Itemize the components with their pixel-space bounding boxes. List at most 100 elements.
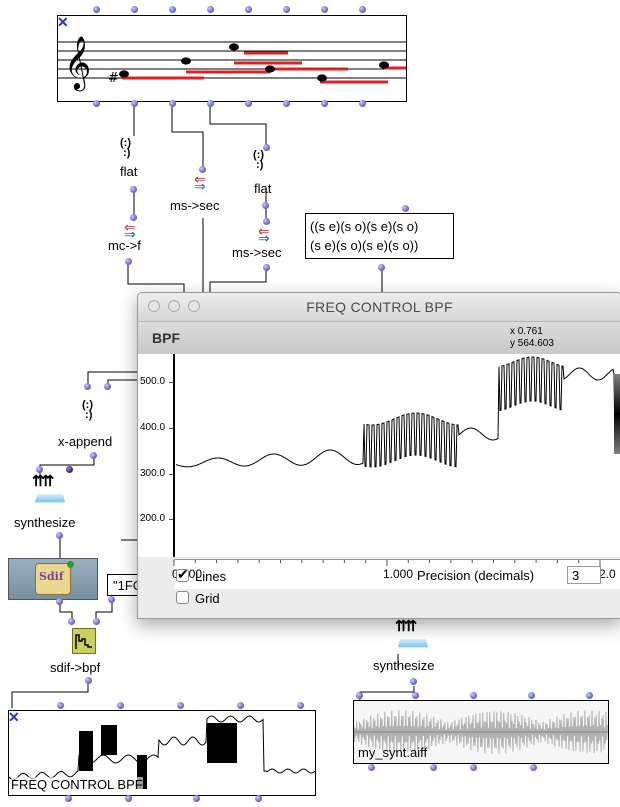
inlet[interactable]	[207, 6, 214, 13]
flat-icon[interactable]: (:) :)	[253, 149, 264, 171]
window-titlebar[interactable]: FREQ CONTROL BPF	[138, 293, 620, 322]
inlet[interactable]	[36, 466, 43, 473]
outlet[interactable]	[108, 596, 115, 603]
outlet[interactable]	[410, 678, 417, 685]
convert-arrows-icon[interactable]: ⇐ ⇒	[124, 219, 136, 242]
outlet[interactable]	[470, 764, 477, 771]
flat-box-label[interactable]: flat	[254, 181, 272, 196]
y-tick-label: 200.0	[140, 513, 166, 524]
inlet[interactable]	[321, 6, 328, 13]
inlet[interactable]	[66, 466, 73, 473]
outlet[interactable]	[131, 100, 138, 107]
mc-f-box-label[interactable]: mc->f	[108, 238, 141, 253]
lines-checkbox[interactable]: ✔	[176, 566, 189, 582]
inlet[interactable]	[199, 166, 206, 173]
minimize-window-button[interactable]	[168, 300, 180, 312]
outlet[interactable]	[85, 677, 92, 684]
inlet[interactable]	[237, 702, 244, 709]
ms-sec-box-label[interactable]: ms->sec	[170, 198, 220, 213]
synthesize-box-label[interactable]: synthesize	[373, 658, 435, 673]
inlet[interactable]	[263, 144, 270, 151]
convert-arrows-icon[interactable]: ⇐ ⇒	[258, 223, 270, 246]
convert-arrows-icon[interactable]: ⇐ ⇒	[194, 171, 206, 194]
flat-box-label[interactable]: flat	[120, 164, 138, 179]
inlet[interactable]	[131, 6, 138, 13]
inlet[interactable]	[104, 383, 111, 390]
inlet[interactable]	[402, 205, 409, 212]
outlet[interactable]	[93, 100, 100, 107]
editor-header: BPF x 0.761 y 564.603	[138, 322, 620, 355]
inlet[interactable]	[245, 6, 252, 13]
outlet[interactable]	[125, 258, 132, 265]
zoom-window-button[interactable]	[188, 300, 200, 312]
list-constant-box[interactable]: ((s e)(s o)(s e)(s o) (s e)(s o)(s e)(s …	[305, 213, 454, 259]
outlet[interactable]	[321, 100, 328, 107]
bpf-editor-window[interactable]: FREQ CONTROL BPF BPF x 0.761 y 564.603 5…	[137, 292, 620, 619]
outlet[interactable]	[65, 795, 72, 802]
inlet[interactable]	[263, 218, 270, 225]
sdif-scroll-icon: Sdif	[35, 561, 74, 595]
outlet[interactable]	[245, 100, 252, 107]
outlet[interactable]	[283, 100, 290, 107]
outlet[interactable]	[90, 452, 97, 459]
coord-y-readout: y 564.603	[510, 338, 554, 349]
sound-box[interactable]: my_synt.aiff	[353, 700, 609, 764]
inlet[interactable]	[283, 6, 290, 13]
outlet[interactable]	[255, 795, 262, 802]
outlet[interactable]	[430, 764, 437, 771]
sdif-file-box[interactable]: Sdif	[8, 558, 98, 600]
synthesize-box-label[interactable]: synthesize	[14, 515, 76, 530]
x-axis-ruler: 0.000 1.000 2.0	[172, 559, 620, 589]
precision-label: Precision (decimals)	[417, 568, 535, 583]
treble-clef-icon: 𝄞	[64, 35, 91, 91]
outlet[interactable]	[56, 532, 63, 539]
inlet[interactable]	[297, 702, 304, 709]
score-editor-box[interactable]: 𝄞 #	[57, 15, 407, 102]
inlet[interactable]	[586, 692, 593, 699]
synthesize-icon[interactable]: ⇈⇈	[32, 474, 68, 507]
y-axis-ruler: 500.0 400.0 300.0 200.0	[138, 354, 174, 557]
outlet[interactable]	[378, 264, 385, 271]
outlet[interactable]	[262, 202, 269, 209]
inlet[interactable]	[359, 6, 366, 13]
ms-sec-box-label[interactable]: ms->sec	[232, 245, 282, 260]
inlet[interactable]	[177, 702, 184, 709]
inlet[interactable]	[412, 692, 419, 699]
flat-icon[interactable]: (:) :)	[120, 137, 131, 159]
grid-checkbox[interactable]	[176, 591, 189, 604]
inlet[interactable]	[57, 702, 64, 709]
synthesize-icon[interactable]: ⇈⇈	[395, 619, 431, 652]
bpf-plot-area[interactable]	[173, 354, 620, 557]
close-x-icon[interactable]: ✕	[57, 14, 69, 30]
outlet[interactable]	[193, 795, 200, 802]
list-line-1: ((s e)(s o)(s e)(s o)	[310, 219, 419, 234]
inlet[interactable]	[68, 618, 75, 625]
sdif-to-bpf-icon[interactable]	[72, 628, 96, 654]
outlet[interactable]	[125, 795, 132, 802]
outlet[interactable]	[530, 764, 537, 771]
x-append-icon[interactable]: (:) :)	[82, 399, 93, 421]
x-append-box-label[interactable]: x-append	[58, 434, 113, 449]
inlet[interactable]	[93, 6, 100, 13]
close-x-icon[interactable]: ✕	[8, 709, 20, 725]
inlet[interactable]	[470, 692, 477, 699]
outlet[interactable]	[130, 186, 137, 193]
inlet[interactable]	[169, 6, 176, 13]
outlet[interactable]	[263, 264, 270, 271]
inlet[interactable]	[117, 702, 124, 709]
sdif-bpf-box-label[interactable]: sdif->bpf	[50, 660, 101, 675]
inlet[interactable]	[356, 692, 363, 699]
close-window-button[interactable]	[148, 300, 160, 312]
outlet[interactable]	[169, 100, 176, 107]
inlet[interactable]	[93, 618, 100, 625]
outlet[interactable]	[359, 100, 366, 107]
bpf-editor-box[interactable]: FREQ CONTROL BPF	[8, 710, 316, 796]
inlet[interactable]	[528, 692, 535, 699]
outlet[interactable]	[368, 764, 375, 771]
inlet[interactable]	[84, 383, 91, 390]
checkmark-icon: ✔	[177, 566, 189, 582]
outlet[interactable]	[207, 100, 214, 107]
precision-input[interactable]: 3	[567, 566, 601, 584]
outlet[interactable]	[56, 598, 63, 605]
inlet[interactable]	[130, 214, 137, 221]
